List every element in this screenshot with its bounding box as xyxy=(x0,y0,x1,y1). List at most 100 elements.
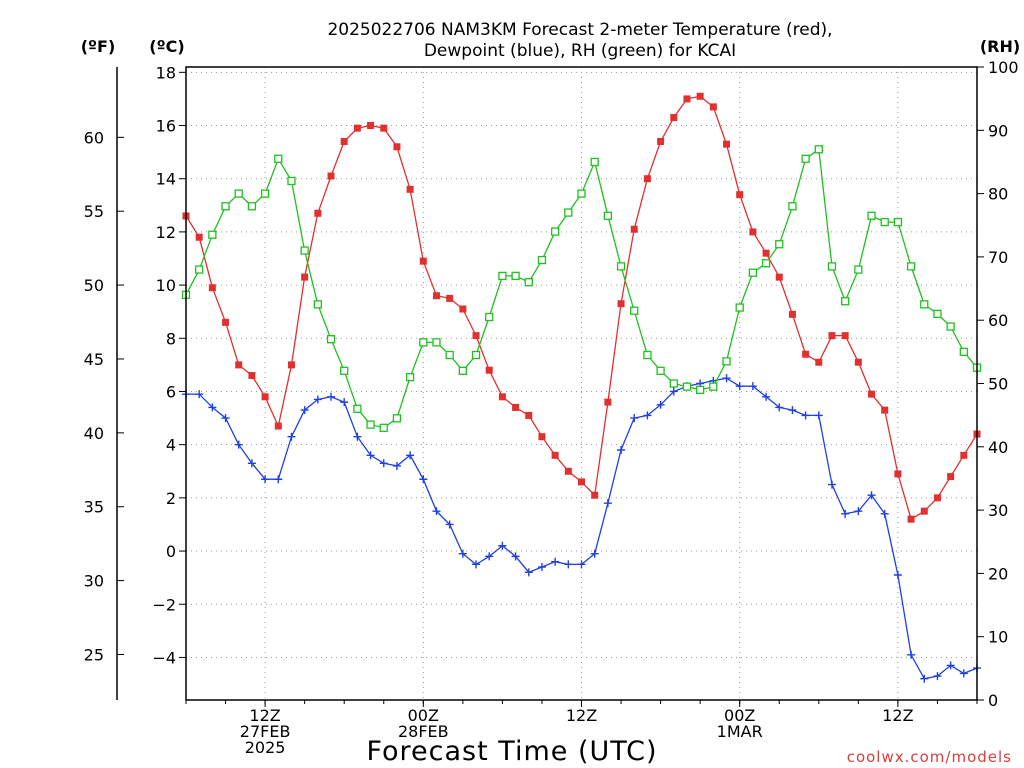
temperature-point xyxy=(815,358,823,366)
rh-point xyxy=(498,271,507,281)
rh-point xyxy=(643,350,652,360)
dewpoint-point xyxy=(419,475,428,484)
temperature-point xyxy=(419,257,427,265)
x-tick-label: 28FEB xyxy=(398,722,449,741)
temperature-point xyxy=(723,140,731,148)
temperature-point xyxy=(222,318,230,326)
fahrenheit-tick-label: 60 xyxy=(84,128,104,147)
temperature-point xyxy=(564,467,572,475)
dewpoint-point xyxy=(366,451,375,460)
celsius-tick-label: 12 xyxy=(156,223,176,242)
rh-tick-label: 100 xyxy=(988,58,1019,77)
dewpoint-point xyxy=(406,451,415,460)
dewpoint-point xyxy=(880,509,889,518)
rh-point xyxy=(405,373,415,382)
x-tick-label: 12Z xyxy=(249,706,280,725)
dewpoint-point xyxy=(617,445,626,454)
rh-tick-label: 70 xyxy=(988,248,1008,267)
x-axis-title: Forecast Time (UTC) xyxy=(366,736,657,767)
temperature-point xyxy=(340,137,348,145)
chart-title-line-2: Dewpoint (blue), RH (green) for KCAI xyxy=(424,41,736,61)
dewpoint-point xyxy=(827,480,836,489)
temperature-point xyxy=(591,491,599,499)
temperature-point xyxy=(617,300,625,308)
x-tick-label: 2025 xyxy=(245,738,286,757)
rh-point xyxy=(445,350,454,360)
fahrenheit-tick-label: 55 xyxy=(84,202,104,221)
rh-point xyxy=(537,255,547,265)
x-tick-label: 00Z xyxy=(724,706,755,725)
rh-point xyxy=(274,154,283,163)
dewpoint-point xyxy=(867,491,876,500)
temperature-point xyxy=(630,225,638,233)
dewpoint-point xyxy=(195,390,204,399)
temperature-point xyxy=(868,390,876,398)
temperature-point xyxy=(551,451,559,459)
dewpoint-point xyxy=(234,440,243,449)
dewpoint-point xyxy=(221,414,230,423)
dewpoint-point xyxy=(379,459,388,468)
celsius-tick-label: 8 xyxy=(166,329,176,348)
rh-tick-label: 30 xyxy=(988,501,1008,520)
dewpoint-point xyxy=(814,411,823,420)
temperature-point xyxy=(762,249,770,257)
rh-unit-label: (RH) xyxy=(980,37,1020,56)
temperature-point xyxy=(578,478,585,486)
temperature-point xyxy=(802,350,810,358)
rh-point xyxy=(959,347,968,357)
rh-point xyxy=(920,300,929,309)
rh-point xyxy=(353,404,362,413)
temperature-point xyxy=(881,406,889,414)
fahrenheit-tick-label: 35 xyxy=(84,498,104,517)
fahrenheit-unit-label: (ºF) xyxy=(81,37,116,56)
temperature-point xyxy=(709,103,717,111)
temperature-point xyxy=(696,92,704,100)
temperature-point xyxy=(841,332,849,340)
dewpoint-point xyxy=(274,475,283,484)
temperature-point xyxy=(947,473,955,481)
rh-tick-label: 0 xyxy=(988,691,998,710)
x-tick-label: 00Z xyxy=(408,706,439,725)
rh-point xyxy=(287,176,296,186)
temperature-point xyxy=(788,310,796,318)
rh-point xyxy=(260,189,270,198)
temperature-point xyxy=(828,332,836,340)
temperature-point xyxy=(749,228,757,236)
temperature-point xyxy=(314,209,322,217)
rh-point xyxy=(735,303,744,312)
rh-tick-label: 60 xyxy=(988,311,1008,330)
dewpoint-point xyxy=(353,432,362,441)
rh-point xyxy=(933,309,942,319)
dewpoint-point xyxy=(458,549,467,558)
rh-tick-label: 90 xyxy=(988,121,1008,140)
fahrenheit-tick-label: 50 xyxy=(84,276,104,295)
temperature-point xyxy=(380,124,388,132)
dewpoint-line xyxy=(186,377,978,680)
dewpoint-point xyxy=(907,650,916,659)
rh-point xyxy=(854,265,863,274)
temperature-point xyxy=(736,191,744,199)
temperature-point xyxy=(367,122,375,130)
rh-point xyxy=(234,189,243,198)
temperature-point xyxy=(301,273,309,281)
temperature-point xyxy=(287,361,295,369)
dewpoint-series xyxy=(182,374,981,683)
rh-tick-label: 20 xyxy=(988,564,1008,583)
temperature-point xyxy=(327,172,335,180)
dewpoint-point xyxy=(630,414,639,423)
rh-point xyxy=(656,366,665,375)
celsius-tick-label: −2 xyxy=(152,595,176,614)
temperature-point xyxy=(485,366,493,374)
temperature-point xyxy=(643,175,651,183)
x-tick-label: 1MAR xyxy=(717,722,763,741)
dewpoint-point xyxy=(946,661,955,670)
dewpoint-point xyxy=(511,552,520,561)
rh-point xyxy=(841,297,850,306)
rh-point xyxy=(195,265,204,274)
dewpoint-point xyxy=(590,549,599,558)
grid-lines xyxy=(186,67,977,700)
dewpoint-point xyxy=(933,672,942,681)
temperature-point xyxy=(907,515,915,523)
dewpoint-point xyxy=(472,560,481,569)
